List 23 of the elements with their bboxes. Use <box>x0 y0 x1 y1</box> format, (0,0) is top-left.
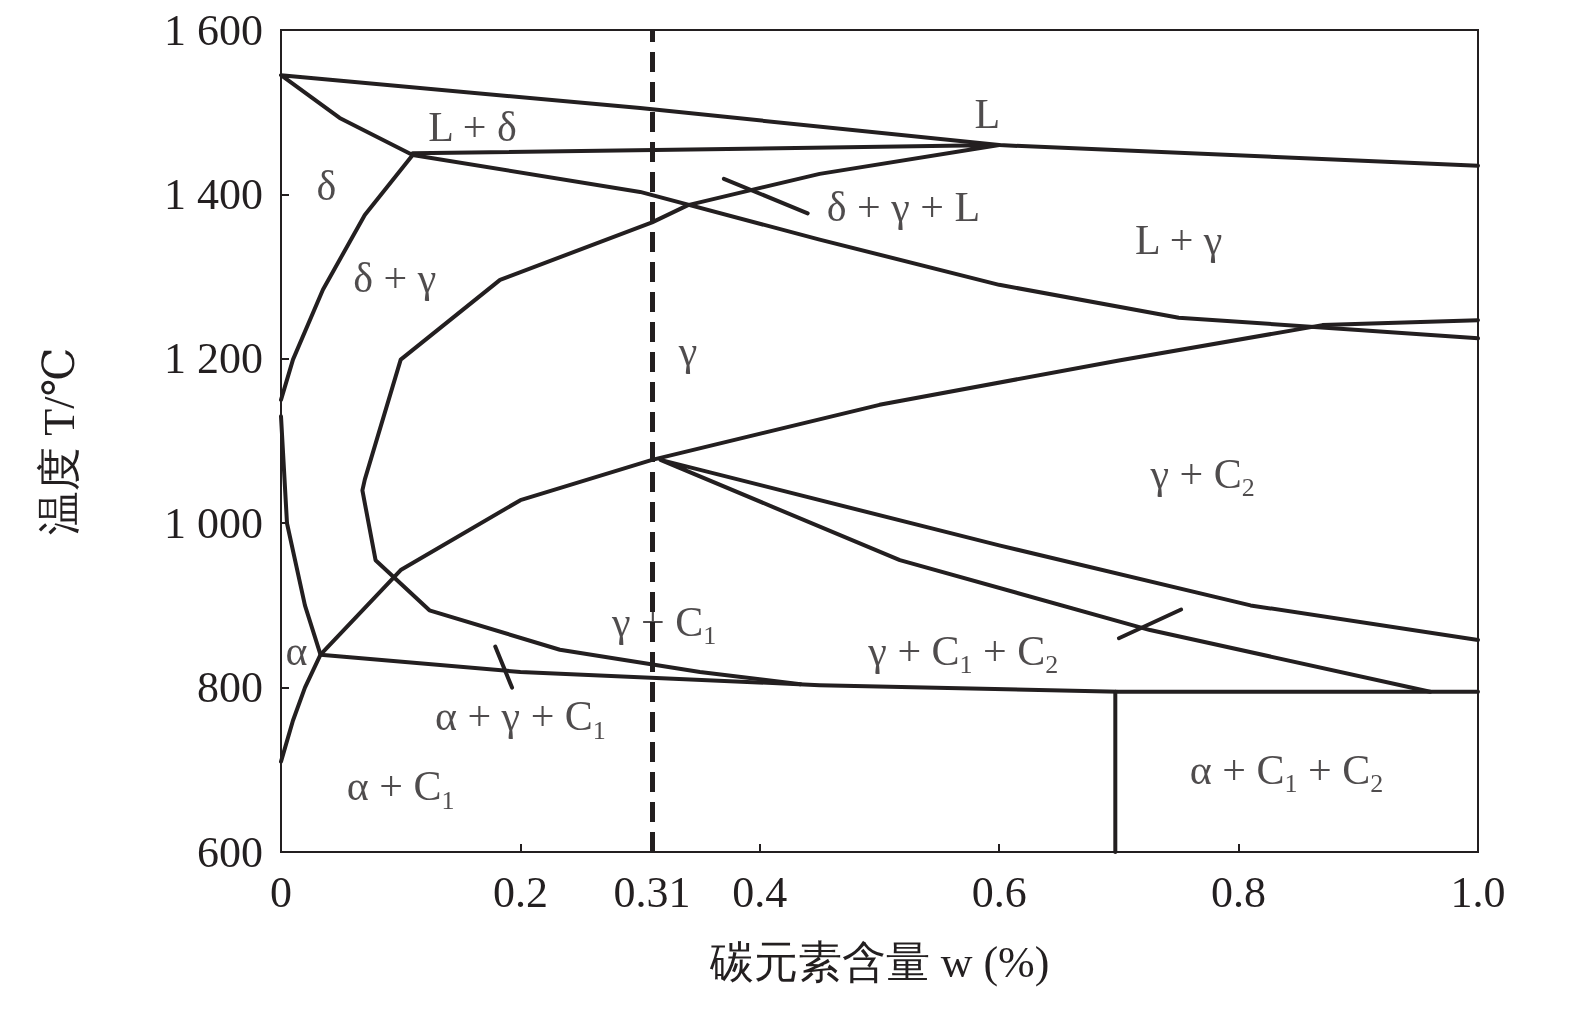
annotation: δ + γ <box>353 255 437 302</box>
x-tick-label: 1.0 <box>1450 867 1506 917</box>
annotation: L + δ <box>428 104 517 150</box>
x-tick-label: 0.8 <box>1211 867 1267 917</box>
annotation: γ <box>677 327 698 374</box>
x-tick-label: 0.2 <box>492 867 548 917</box>
annotation: L <box>974 90 1001 137</box>
x-tick-label: 0 <box>270 867 292 917</box>
annotation: α <box>285 627 308 674</box>
x-tick-label: 0.4 <box>732 867 788 917</box>
y-tick-label: 1 600 <box>164 5 263 55</box>
annotation: δ + γ + L <box>826 183 981 230</box>
y-axis-title: 温度 T/℃ <box>34 347 84 535</box>
y-tick-label: 800 <box>197 663 263 713</box>
y-tick-label: 1 200 <box>164 334 263 384</box>
annotation: L + γ <box>1135 216 1223 263</box>
x-axis-title: 碳元素含量 w (%) <box>708 937 1050 987</box>
y-tick-label: 1 400 <box>164 169 263 219</box>
x-tick-label: 0.31 <box>613 867 691 917</box>
x-tick-label: 0.6 <box>971 867 1027 917</box>
y-tick-label: 1 000 <box>164 498 263 548</box>
annotation: δ <box>316 163 337 210</box>
y-tick-label: 600 <box>197 827 263 877</box>
